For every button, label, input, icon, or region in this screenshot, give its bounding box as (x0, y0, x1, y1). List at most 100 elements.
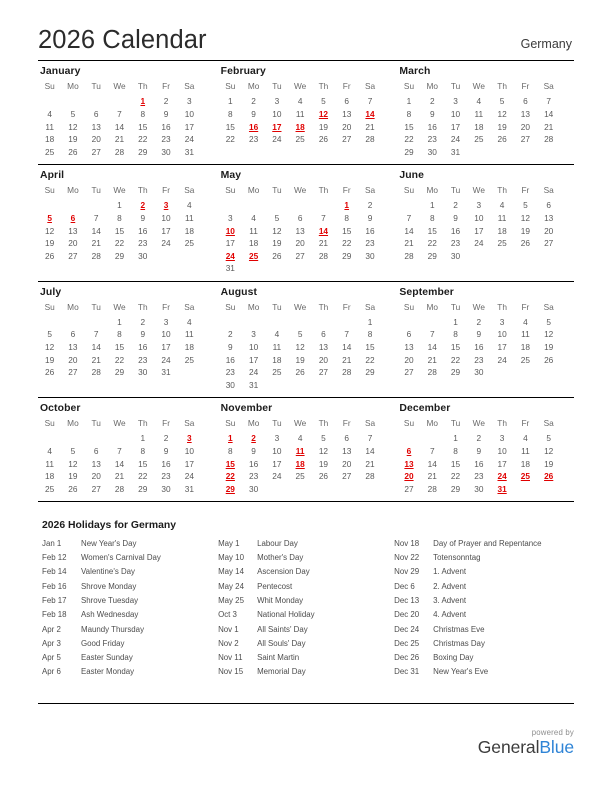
day-cell[interactable]: 29 (138, 146, 148, 157)
day-cell[interactable]: 4 (274, 329, 280, 340)
day-cell-holiday[interactable]: 24 (497, 471, 507, 482)
day-cell[interactable]: 5 (70, 446, 76, 457)
day-cell[interactable]: 11 (45, 121, 54, 132)
day-cell[interactable]: 24 (248, 367, 259, 378)
day-cell[interactable]: 12 (68, 458, 78, 469)
day-cell[interactable]: 10 (184, 446, 194, 457)
day-cell[interactable]: 17 (184, 121, 194, 132)
day-cell[interactable]: 24 (161, 354, 171, 365)
day-cell[interactable]: 11 (185, 212, 194, 223)
day-cell[interactable]: 2 (453, 200, 458, 211)
day-cell[interactable]: 29 (365, 367, 375, 378)
day-cell[interactable]: 5 (546, 316, 551, 327)
day-cell[interactable]: 4 (523, 433, 528, 444)
day-cell[interactable]: 3 (499, 316, 505, 327)
day-cell[interactable]: 28 (404, 250, 414, 261)
day-cell[interactable]: 22 (427, 238, 437, 249)
day-cell[interactable]: 9 (228, 342, 233, 353)
day-cell[interactable]: 27 (520, 134, 530, 145)
day-cell[interactable]: 30 (138, 367, 148, 378)
day-cell[interactable]: 18 (497, 225, 507, 236)
day-cell[interactable]: 4 (187, 316, 192, 327)
day-cell[interactable]: 29 (450, 367, 461, 378)
day-cell[interactable]: 9 (251, 446, 256, 457)
day-cell[interactable]: 22 (225, 134, 235, 145)
day-cell[interactable]: 5 (523, 200, 528, 211)
day-cell[interactable]: 7 (321, 212, 326, 223)
day-cell[interactable]: 15 (450, 458, 461, 469)
day-cell[interactable]: 12 (520, 212, 530, 223)
day-cell[interactable]: 16 (138, 225, 148, 236)
day-cell[interactable]: 31 (225, 263, 235, 274)
day-cell[interactable]: 27 (91, 483, 101, 494)
day-cell[interactable]: 14 (365, 446, 375, 457)
day-cell[interactable]: 1 (117, 316, 122, 327)
day-cell[interactable]: 27 (68, 367, 78, 378)
day-cell[interactable]: 11 (521, 446, 530, 457)
day-cell[interactable]: 7 (429, 329, 435, 340)
day-cell[interactable]: 12 (497, 108, 507, 119)
day-cell[interactable]: 19 (544, 342, 554, 353)
day-cell[interactable]: 23 (248, 134, 259, 145)
day-cell[interactable]: 3 (163, 316, 169, 327)
day-cell[interactable]: 2 (367, 200, 373, 211)
day-cell[interactable]: 1 (406, 96, 412, 107)
day-cell[interactable]: 27 (318, 367, 329, 378)
day-cell[interactable]: 2 (163, 96, 169, 107)
day-cell[interactable]: 30 (161, 146, 171, 157)
day-cell[interactable]: 9 (140, 329, 146, 340)
day-cell[interactable]: 5 (70, 108, 76, 119)
day-cell[interactable]: 15 (225, 121, 235, 132)
day-cell-holiday[interactable]: 29 (225, 483, 235, 494)
day-cell-holiday[interactable]: 14 (318, 225, 329, 236)
day-cell[interactable]: 26 (318, 471, 329, 482)
day-cell[interactable]: 23 (138, 238, 148, 249)
day-cell[interactable]: 3 (251, 329, 256, 340)
day-cell[interactable]: 25 (184, 354, 194, 365)
day-cell[interactable]: 22 (342, 238, 352, 249)
day-cell[interactable]: 17 (497, 342, 507, 353)
brand-logo[interactable]: GeneralBlue (478, 737, 574, 756)
day-cell-holiday[interactable]: 3 (163, 200, 169, 211)
day-cell[interactable]: 6 (297, 212, 303, 223)
day-cell[interactable]: 22 (450, 471, 461, 482)
day-cell[interactable]: 3 (499, 433, 505, 444)
day-cell[interactable]: 20 (68, 238, 78, 249)
day-cell[interactable]: 19 (45, 238, 55, 249)
day-cell[interactable]: 22 (138, 134, 148, 145)
day-cell[interactable]: 9 (476, 446, 482, 457)
day-cell[interactable]: 31 (450, 146, 461, 157)
day-cell[interactable]: 4 (297, 433, 303, 444)
day-cell[interactable]: 20 (544, 225, 554, 236)
day-cell[interactable]: 13 (318, 342, 329, 353)
day-cell[interactable]: 25 (272, 367, 282, 378)
day-cell[interactable]: 14 (427, 342, 437, 353)
day-cell[interactable]: 30 (138, 250, 148, 261)
day-cell[interactable]: 24 (497, 354, 507, 365)
day-cell[interactable]: 17 (248, 354, 259, 365)
day-cell[interactable]: 23 (365, 238, 375, 249)
day-cell[interactable]: 20 (342, 121, 352, 132)
day-cell[interactable]: 8 (429, 212, 435, 223)
day-cell[interactable]: 10 (272, 108, 282, 119)
day-cell[interactable]: 8 (453, 446, 458, 457)
day-cell[interactable]: 21 (404, 238, 414, 249)
day-cell[interactable]: 2 (163, 433, 169, 444)
day-cell[interactable]: 14 (114, 121, 125, 132)
day-cell[interactable]: 7 (406, 212, 412, 223)
day-cell-holiday[interactable]: 2 (140, 200, 146, 211)
day-cell-holiday[interactable]: 3 (187, 433, 192, 444)
day-cell[interactable]: 8 (228, 108, 233, 119)
day-cell[interactable]: 21 (91, 354, 101, 365)
day-cell[interactable]: 18 (184, 342, 194, 353)
day-cell[interactable]: 29 (114, 250, 125, 261)
day-cell[interactable]: 5 (546, 433, 551, 444)
day-cell-holiday[interactable]: 31 (497, 483, 507, 494)
day-cell[interactable]: 23 (427, 134, 437, 145)
day-cell[interactable]: 26 (318, 134, 329, 145)
day-cell[interactable]: 14 (91, 225, 101, 236)
day-cell[interactable]: 20 (520, 121, 530, 132)
day-cell[interactable]: 31 (161, 367, 171, 378)
day-cell[interactable]: 10 (184, 108, 194, 119)
day-cell[interactable]: 6 (93, 108, 99, 119)
